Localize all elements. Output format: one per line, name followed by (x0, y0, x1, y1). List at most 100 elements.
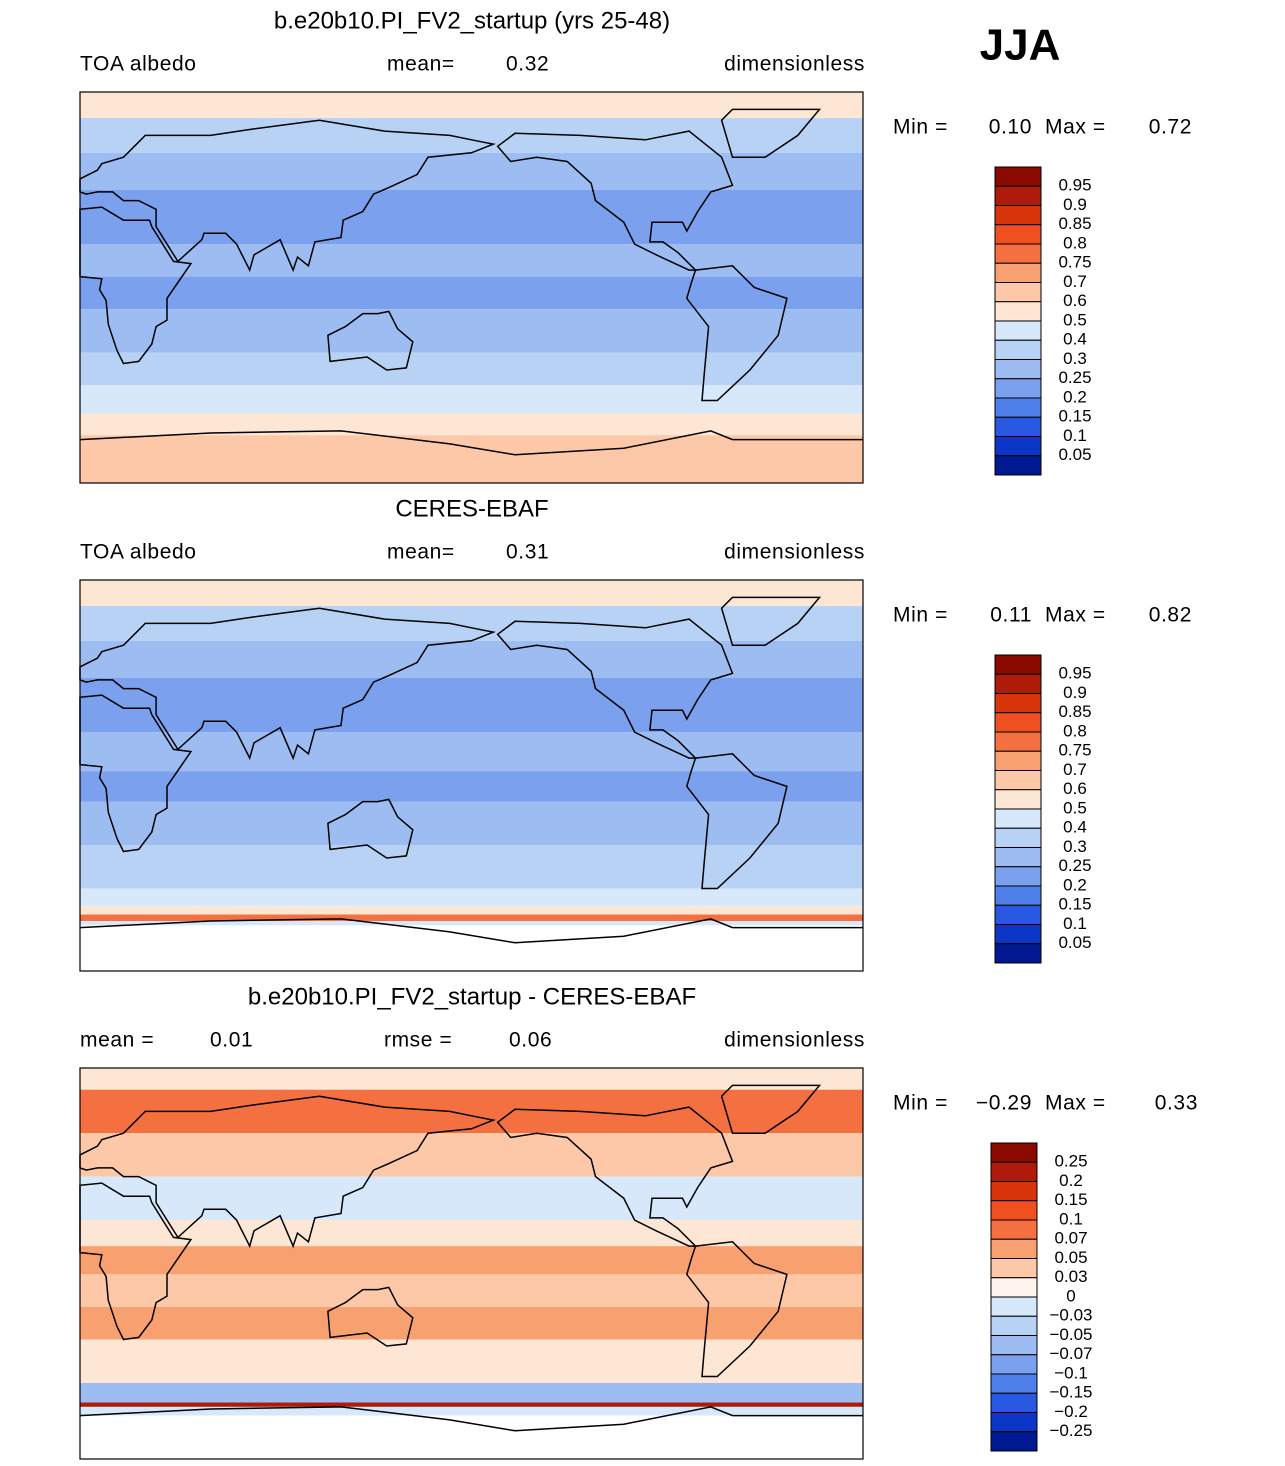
field-band (80, 640, 863, 678)
colorbar-box (994, 455, 1042, 476)
field-band (80, 435, 863, 483)
field-band (80, 152, 863, 190)
min-value: 0.11 (990, 604, 1032, 627)
colorbar-label: 0.75 (1058, 741, 1091, 760)
variable-label: TOA albedo (80, 541, 197, 564)
colorbar-label: 0.25 (1054, 1152, 1087, 1171)
colorbar-label: 0.9 (1063, 195, 1087, 214)
field-band (80, 276, 863, 310)
colorbar-box (990, 1181, 1038, 1202)
field-band (80, 1274, 863, 1307)
colorbar-label: −0.2 (1054, 1402, 1088, 1421)
colorbar-label: 0.05 (1054, 1248, 1087, 1267)
colorbar-label: 0.3 (1063, 349, 1087, 368)
field-band (80, 925, 863, 971)
field-band (80, 845, 863, 889)
colorbar-box (990, 1412, 1038, 1433)
coastline (79, 1406, 863, 1432)
min-label: Min = (893, 116, 948, 139)
colorbar-label: 0 (1066, 1286, 1075, 1305)
coastline (327, 798, 414, 859)
coastline (496, 618, 734, 759)
colorbar-label: 0.2 (1059, 1171, 1083, 1190)
colorbar-label: 0.95 (1058, 664, 1091, 683)
map-frame (79, 91, 864, 484)
season-label: JJA (980, 21, 1061, 70)
colorbar-box (994, 243, 1042, 264)
field-band (80, 580, 863, 607)
panel-title: CERES-EBAF (395, 495, 548, 522)
max-value: 0.82 (1149, 604, 1192, 627)
field-band (80, 352, 863, 386)
colorbar-box (994, 416, 1042, 437)
colorbar-label: 0.07 (1054, 1229, 1087, 1248)
field-band (80, 1220, 863, 1247)
min-label: Min = (893, 604, 948, 627)
field-band (80, 801, 863, 846)
field-band (80, 921, 863, 926)
colorbar-label: 0.4 (1063, 818, 1087, 837)
field-band (80, 732, 863, 772)
colorbar-box (990, 1335, 1038, 1356)
units-label: dimensionless (724, 1029, 865, 1052)
colorbar-label: 0.95 (1058, 176, 1091, 195)
stat-label: mean= (387, 53, 455, 76)
field-band (80, 244, 863, 277)
colorbar-label: 0.15 (1058, 407, 1091, 426)
coastline (79, 918, 863, 944)
max-label: Max = (1045, 604, 1106, 627)
map-panel (79, 579, 864, 972)
colorbar-label: 0.85 (1058, 702, 1091, 721)
colorbar-box (990, 1219, 1038, 1240)
colorbar-box (990, 1315, 1038, 1336)
colorbar-box (994, 654, 1042, 675)
colorbar-box (994, 185, 1042, 206)
colorbar-label: 0.8 (1063, 233, 1087, 252)
coastline (79, 430, 863, 456)
colorbar-box (994, 866, 1042, 887)
variable-label: TOA albedo (80, 53, 197, 76)
colorbar-box (990, 1373, 1038, 1394)
colorbar-box (990, 1161, 1038, 1182)
field-band (80, 189, 863, 245)
field-band (80, 1246, 863, 1275)
coastline (79, 694, 193, 853)
colorbar-box (994, 808, 1042, 829)
colorbar-box (990, 1392, 1038, 1413)
colorbar-box (994, 847, 1042, 868)
colorbar-label: 0.7 (1063, 272, 1087, 291)
colorbar-box (994, 166, 1042, 187)
coastline (685, 753, 788, 890)
coastline (496, 130, 734, 271)
max-label: Max = (1045, 116, 1106, 139)
colorbar-label: 0.05 (1058, 445, 1091, 464)
map-panel (79, 1067, 864, 1460)
map-frame (79, 579, 864, 972)
field-band (80, 1402, 863, 1407)
field-band (80, 677, 863, 733)
colorbar-box (990, 1238, 1038, 1259)
colorbar-label: 0.3 (1063, 837, 1087, 856)
panel-title: b.e20b10.PI_FV2_startup (yrs 25-48) (274, 7, 670, 34)
coastline (79, 607, 496, 761)
max-label: Max = (1045, 1092, 1106, 1115)
coastline (79, 206, 193, 365)
coastline (496, 1106, 734, 1247)
colorbar-box (990, 1431, 1038, 1452)
field-band (80, 905, 863, 915)
colorbar-box (994, 693, 1042, 714)
stat-value: 0.01 (210, 1029, 253, 1052)
colorbar-box (994, 262, 1042, 283)
field-band (80, 309, 863, 353)
max-value: 0.33 (1155, 1092, 1198, 1115)
colorbar-label: 0.15 (1054, 1190, 1087, 1209)
stat-label: mean= (387, 541, 455, 564)
colorbar-label: 0.6 (1063, 779, 1087, 798)
colorbar-box (994, 885, 1042, 906)
colorbar-box (994, 904, 1042, 925)
colorbar-label: 0.75 (1058, 253, 1091, 272)
map-panel (79, 91, 864, 484)
colorbar-box (990, 1354, 1038, 1375)
colorbar-box (994, 943, 1042, 964)
colorbar-label: 0.2 (1063, 875, 1087, 894)
